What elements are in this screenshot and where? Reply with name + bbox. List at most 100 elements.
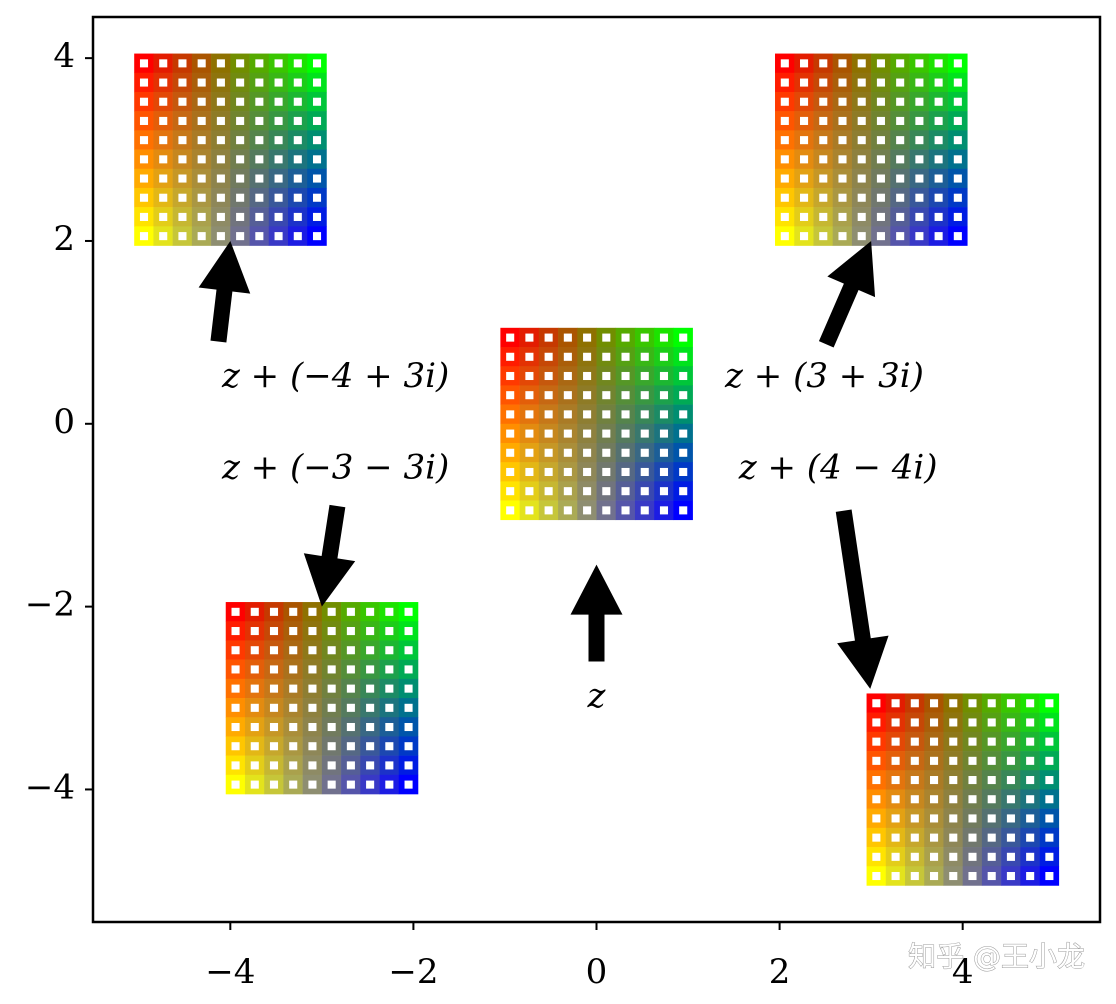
grid-hole xyxy=(159,116,168,125)
grid-hole xyxy=(231,684,240,693)
grid-hole xyxy=(139,212,149,221)
grid-hole xyxy=(934,232,943,241)
grid-hole xyxy=(987,814,996,823)
grid-hole xyxy=(934,212,943,221)
annotation-arrow xyxy=(303,504,356,607)
grid-hole xyxy=(583,448,592,457)
grid-hole xyxy=(583,352,592,361)
grid-hole xyxy=(312,174,322,183)
grid-hole xyxy=(968,776,977,785)
grid-hole xyxy=(308,761,317,770)
grid-hole xyxy=(293,232,302,241)
grid-hole xyxy=(640,429,649,438)
grid-hole xyxy=(250,703,259,712)
grid-hole xyxy=(563,429,572,438)
grid-hole xyxy=(780,136,789,145)
grid-hole xyxy=(231,761,240,770)
grid-hole xyxy=(293,212,302,221)
grid-hole xyxy=(930,776,939,785)
grid-hole xyxy=(659,448,669,457)
translated-grid xyxy=(134,53,327,246)
grid-hole xyxy=(216,174,225,183)
grid-hole xyxy=(178,193,187,202)
grid-hole xyxy=(910,699,919,708)
grid-hole xyxy=(876,59,885,68)
grid-hole xyxy=(346,780,355,789)
grid-hole xyxy=(404,646,413,655)
grid-hole xyxy=(872,795,881,804)
y-tick-label: −4 xyxy=(25,767,75,807)
grid-hole xyxy=(934,78,943,87)
annotation-text: z + (−4 + 3i) xyxy=(221,356,449,396)
grid-hole xyxy=(1006,871,1015,881)
grid-hole xyxy=(621,467,630,477)
grid-hole xyxy=(197,116,206,125)
annotation-text: z + (4 − 4i) xyxy=(738,448,938,488)
grid-hole xyxy=(366,627,375,636)
grid-hole xyxy=(930,756,939,765)
grid-hole xyxy=(563,487,572,496)
grid-hole xyxy=(659,467,669,477)
y-tick-label: 2 xyxy=(53,219,75,259)
grid-hole xyxy=(640,448,649,457)
grid-hole xyxy=(930,795,939,804)
grid-hole xyxy=(139,193,149,202)
grid-hole xyxy=(269,665,279,674)
grid-hole xyxy=(231,722,240,732)
grid-hole xyxy=(216,136,225,145)
grid-hole xyxy=(838,174,847,183)
grid-hole xyxy=(910,756,919,765)
grid-hole xyxy=(602,391,611,400)
grid-hole xyxy=(385,627,394,636)
grid-hole xyxy=(366,665,375,674)
grid-hole xyxy=(800,59,809,68)
grid-hole xyxy=(679,391,688,400)
grid-hole xyxy=(312,212,322,221)
grid-hole xyxy=(953,193,962,202)
grid-hole xyxy=(876,193,885,202)
grid-hole xyxy=(139,155,149,164)
grid-hole xyxy=(1045,814,1054,823)
grid-hole xyxy=(949,718,958,727)
grid-hole xyxy=(404,780,413,789)
grid-hole xyxy=(819,174,828,183)
grid-hole xyxy=(308,665,317,674)
grid-hole xyxy=(289,665,298,674)
grid-hole xyxy=(800,232,809,241)
grid-hole xyxy=(987,852,996,861)
grid-hole xyxy=(563,448,572,457)
grid-hole xyxy=(838,78,847,87)
grid-hole xyxy=(236,136,245,145)
grid-hole xyxy=(659,371,669,381)
grid-hole xyxy=(1006,833,1015,842)
grid-hole xyxy=(838,212,847,221)
grid-hole xyxy=(1006,699,1015,708)
grid-hole xyxy=(640,467,649,477)
grid-hole xyxy=(679,448,688,457)
grid-hole xyxy=(896,193,905,202)
grid-hole xyxy=(915,136,924,145)
grid-hole xyxy=(327,646,336,655)
x-tick-label: 0 xyxy=(586,952,608,992)
grid-hole xyxy=(404,684,413,693)
grid-hole xyxy=(621,429,630,438)
grid-hole xyxy=(679,333,688,342)
grid-hole xyxy=(968,795,977,804)
grid-hole xyxy=(872,852,881,861)
grid-hole xyxy=(896,78,905,87)
grid-hole xyxy=(216,78,225,87)
grid-hole xyxy=(780,78,789,87)
grid-hole xyxy=(857,193,866,202)
grid-hole xyxy=(269,703,279,712)
grid-hole xyxy=(1045,737,1054,746)
grid-hole xyxy=(800,78,809,87)
grid-hole xyxy=(178,232,187,241)
grid-hole xyxy=(934,116,943,125)
grid-hole xyxy=(159,232,168,241)
grid-hole xyxy=(159,78,168,87)
grid-hole xyxy=(525,333,534,342)
x-tick-label: −4 xyxy=(205,952,255,992)
grid-hole xyxy=(930,833,939,842)
grid-hole xyxy=(308,646,317,655)
grid-hole xyxy=(308,684,317,693)
